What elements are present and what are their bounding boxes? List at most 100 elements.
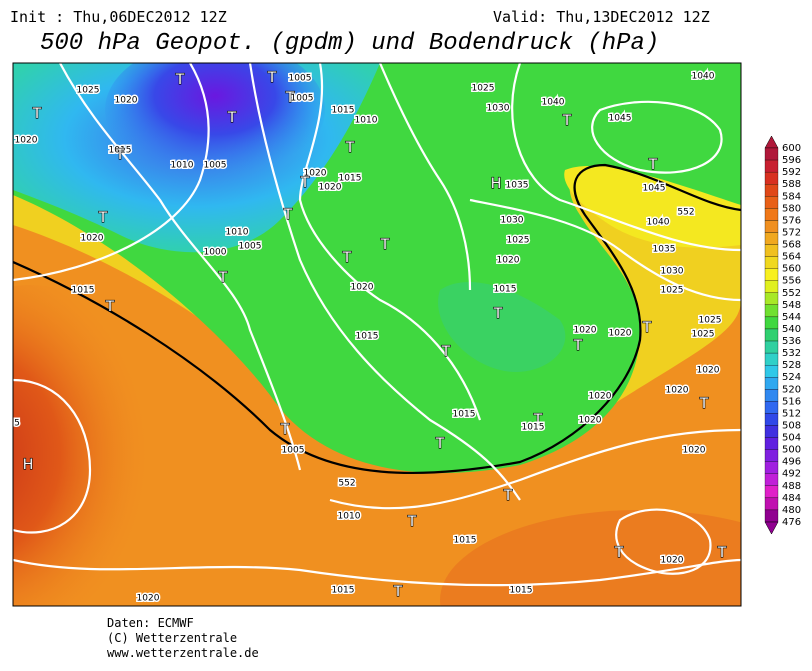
pressure-center: T [300, 175, 310, 191]
isobar-label: 1005 [282, 446, 305, 456]
isobar-label: 1015 [339, 174, 362, 184]
colorbar-label: 596 [782, 155, 801, 166]
colorbar-label: 580 [782, 203, 801, 214]
pressure-center: T [393, 584, 403, 600]
pressure-center: T [407, 514, 417, 530]
pressure-center: H [23, 457, 34, 473]
pressure-center: T [642, 320, 652, 336]
colorbar-segment [764, 220, 779, 233]
colorbar-label: 572 [782, 227, 801, 238]
isobar-label: 1020 [697, 366, 720, 376]
isobar-label: 1030 [487, 104, 510, 114]
pressure-center: T [345, 140, 355, 156]
colorbar-segment [764, 437, 779, 450]
colorbar-segment [764, 184, 779, 197]
pressure-center: T [648, 157, 658, 173]
colorbar-segment [764, 171, 779, 185]
isobar-label: 1010 [338, 512, 361, 522]
colorbar-label: 564 [782, 252, 801, 263]
ridge-yellow [564, 165, 741, 248]
isobar-label: 1025 [77, 86, 100, 96]
isobar-label: 1035 [506, 181, 529, 191]
isobar-label: 1015 [109, 146, 132, 156]
colorbar-segment [764, 485, 779, 499]
colorbar-segment [764, 377, 779, 390]
isobar-label: 1020 [81, 234, 104, 244]
pressure-center: T [283, 207, 293, 223]
colorbar-label: 476 [782, 517, 801, 528]
colorbar-label: 520 [782, 384, 801, 395]
isobar-label: 552 [677, 208, 694, 218]
colorbar-label: 492 [782, 469, 801, 480]
pressure-center: T [218, 270, 228, 286]
init-time: Init : Thu,06DEC2012 12Z [10, 8, 227, 26]
pressure-center: T [342, 250, 352, 266]
colorbar-label: 544 [782, 312, 801, 323]
isobar-label: 1010 [226, 228, 249, 238]
isobar-label: 1015 [454, 536, 477, 546]
pressure-center: T [175, 72, 185, 88]
isobar-label: 1005 [289, 74, 312, 84]
cold-core [105, 63, 325, 180]
colorbar-segment [764, 316, 779, 330]
colorbar-label: 484 [782, 493, 801, 504]
colorbar-segment [764, 449, 779, 462]
colorbar-cap [764, 521, 779, 535]
colorbar-label: 532 [782, 348, 801, 359]
pressure-center: T [717, 545, 727, 561]
isobar-label: 1020 [661, 556, 684, 566]
colorbar-label: 508 [782, 420, 801, 431]
isobar-label: 1020 [683, 446, 706, 456]
colorbar-segment [764, 473, 779, 486]
colorbar-segment [764, 280, 779, 293]
pressure-center: T [441, 344, 451, 360]
colorbar-segment [764, 497, 779, 511]
isobar-label: 1005 [204, 161, 227, 171]
isobar-label: 1015 [510, 586, 533, 596]
pressure-center: T [503, 488, 513, 504]
colorbar-label: 588 [782, 179, 801, 190]
colorbar-segment [764, 509, 779, 523]
pressure-center: T [380, 237, 390, 253]
pressure-center: T [699, 396, 709, 412]
colorbar-label: 560 [782, 264, 801, 275]
colorbar-segment [764, 256, 779, 269]
isobar-label: 1015 [356, 332, 379, 342]
colorbar-segment [764, 196, 779, 209]
pressure-center: T [267, 70, 277, 86]
isobar-label: 1025 [472, 84, 495, 94]
isobar-label: 1045 [609, 114, 632, 124]
isobar-label: 1005 [239, 242, 262, 252]
footer-line: Daten: ECMWF [107, 616, 194, 630]
colorbar-segment [764, 425, 779, 438]
isobar-label: 1040 [692, 72, 715, 82]
isobar-label: 1025 [699, 316, 722, 326]
pressure-center: T [533, 412, 543, 428]
pressure-center: H [491, 176, 502, 192]
colorbar-segment [764, 147, 779, 161]
colorbar-segment [764, 352, 779, 366]
colorbar-label: 584 [782, 191, 801, 202]
isobar-label: 1025 [507, 236, 530, 246]
colorbar-segment [764, 244, 779, 257]
colorbar-segment [764, 208, 779, 221]
colorbar-label: 552 [782, 288, 801, 299]
footer-line: www.wetterzentrale.de [107, 646, 259, 660]
isobar-label: 1025 [692, 330, 715, 340]
isobar-label: 1035 [653, 245, 676, 255]
isobar-label: 1010 [355, 116, 378, 126]
pressure-center: T [614, 545, 624, 561]
isobar-label: 1030 [501, 216, 524, 226]
pressure-center: T [98, 210, 108, 226]
colorbar-segment [764, 413, 779, 426]
map-title: 500 hPa Geopot. (gpdm) und Bodendruck (h… [40, 30, 659, 57]
isobar-label: 1040 [647, 218, 670, 228]
colorbar-segment [764, 268, 779, 281]
colorbar: 6005965925885845805765725685645605565525… [764, 135, 801, 535]
colorbar-segment [764, 461, 779, 474]
pressure-center: T [280, 422, 290, 438]
colorbar-segment [764, 365, 779, 378]
pressure-center: T [562, 113, 572, 129]
